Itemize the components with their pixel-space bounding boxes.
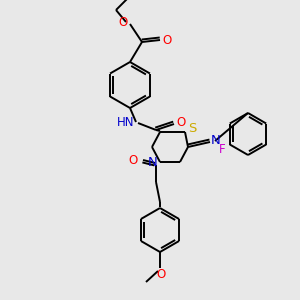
Text: HN: HN — [117, 116, 135, 130]
Text: F: F — [218, 143, 225, 156]
Text: S: S — [188, 122, 196, 136]
Text: O: O — [128, 154, 138, 166]
Text: O: O — [118, 16, 127, 28]
Text: O: O — [162, 34, 172, 46]
Text: N: N — [148, 157, 158, 169]
Text: O: O — [176, 116, 186, 130]
Text: N: N — [211, 134, 221, 148]
Text: O: O — [156, 268, 166, 281]
